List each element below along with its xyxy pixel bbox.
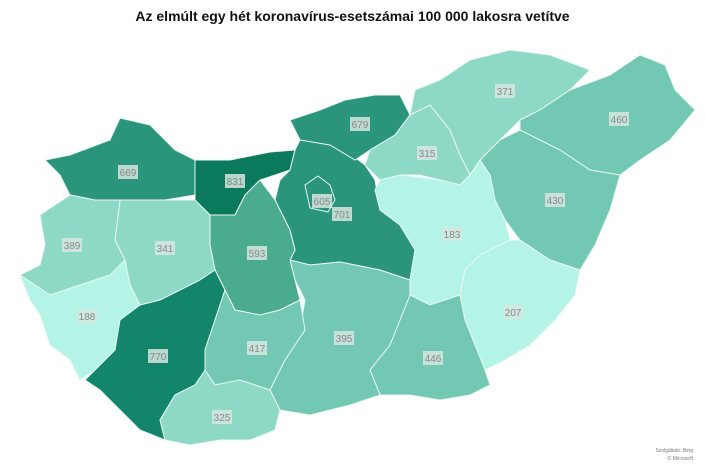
county-value: 460 <box>611 115 628 126</box>
map-title: Az elmúlt egy hét koronavírus-esetszámai… <box>135 8 570 24</box>
county-label-szolnok: 183 <box>442 227 462 241</box>
county-value: 831 <box>227 177 244 188</box>
county-value: 183 <box>444 230 461 241</box>
attribution-provider: Szolgáltató: Bing <box>655 448 693 454</box>
county-value: 188 <box>79 312 96 323</box>
county-label-hajdu: 430 <box>545 193 565 207</box>
label-background <box>334 331 354 345</box>
label-background <box>503 305 523 319</box>
county-label-somogy: 770 <box>148 349 168 363</box>
label-background <box>417 146 437 160</box>
county-label-fejer: 593 <box>247 246 267 260</box>
county-label-nograd: 679 <box>350 117 370 131</box>
county-label-szabolcs: 460 <box>609 112 629 126</box>
label-background <box>350 117 370 131</box>
county-label-komarom: 831 <box>225 174 245 188</box>
label-background <box>247 246 267 260</box>
attribution-copyright: © Microsoft <box>667 456 693 462</box>
county-value: 395 <box>336 334 353 345</box>
label-background <box>148 349 168 363</box>
county-gyor[interactable] <box>43 117 196 201</box>
county-label-baranya: 325 <box>212 410 232 424</box>
county-label-pest: 701 <box>332 207 352 221</box>
county-value: 701 <box>334 210 351 221</box>
county-value: 417 <box>249 344 266 355</box>
county-value: 605 <box>314 197 331 208</box>
county-label-heves: 315 <box>417 146 437 160</box>
county-label-bekes: 207 <box>503 305 523 319</box>
county-value: 770 <box>150 352 167 363</box>
label-background <box>423 351 443 365</box>
county-value: 669 <box>120 168 137 179</box>
label-background <box>545 193 565 207</box>
county-label-gyor: 669 <box>118 165 138 179</box>
county-label-zala: 188 <box>77 309 97 323</box>
county-label-budapest: 605 <box>312 194 332 208</box>
label-background <box>312 194 332 208</box>
label-background <box>118 165 138 179</box>
county-value: 207 <box>505 308 522 319</box>
label-background <box>155 241 175 255</box>
county-label-vas: 389 <box>62 238 82 252</box>
county-tolna[interactable] <box>204 288 306 391</box>
county-value: 679 <box>352 120 369 131</box>
county-value: 593 <box>249 249 266 260</box>
label-background <box>77 309 97 323</box>
county-value: 371 <box>497 87 514 98</box>
county-label-tolna: 417 <box>247 341 267 355</box>
label-background <box>495 84 515 98</box>
county-value: 430 <box>547 196 564 207</box>
county-value: 389 <box>64 241 81 252</box>
label-background <box>442 227 462 241</box>
label-background <box>609 112 629 126</box>
county-label-csongrad: 446 <box>423 351 443 365</box>
label-background <box>332 207 352 221</box>
label-background <box>247 341 267 355</box>
county-baranya[interactable] <box>159 369 281 446</box>
county-label-borsod: 371 <box>495 84 515 98</box>
label-background <box>62 238 82 252</box>
county-value: 446 <box>425 354 442 365</box>
county-value: 325 <box>214 413 231 424</box>
county-value: 315 <box>419 149 436 160</box>
county-label-veszprem: 341 <box>155 241 175 255</box>
label-background <box>212 410 232 424</box>
county-label-bacs: 395 <box>334 331 354 345</box>
label-background <box>225 174 245 188</box>
county-value: 341 <box>157 244 174 255</box>
